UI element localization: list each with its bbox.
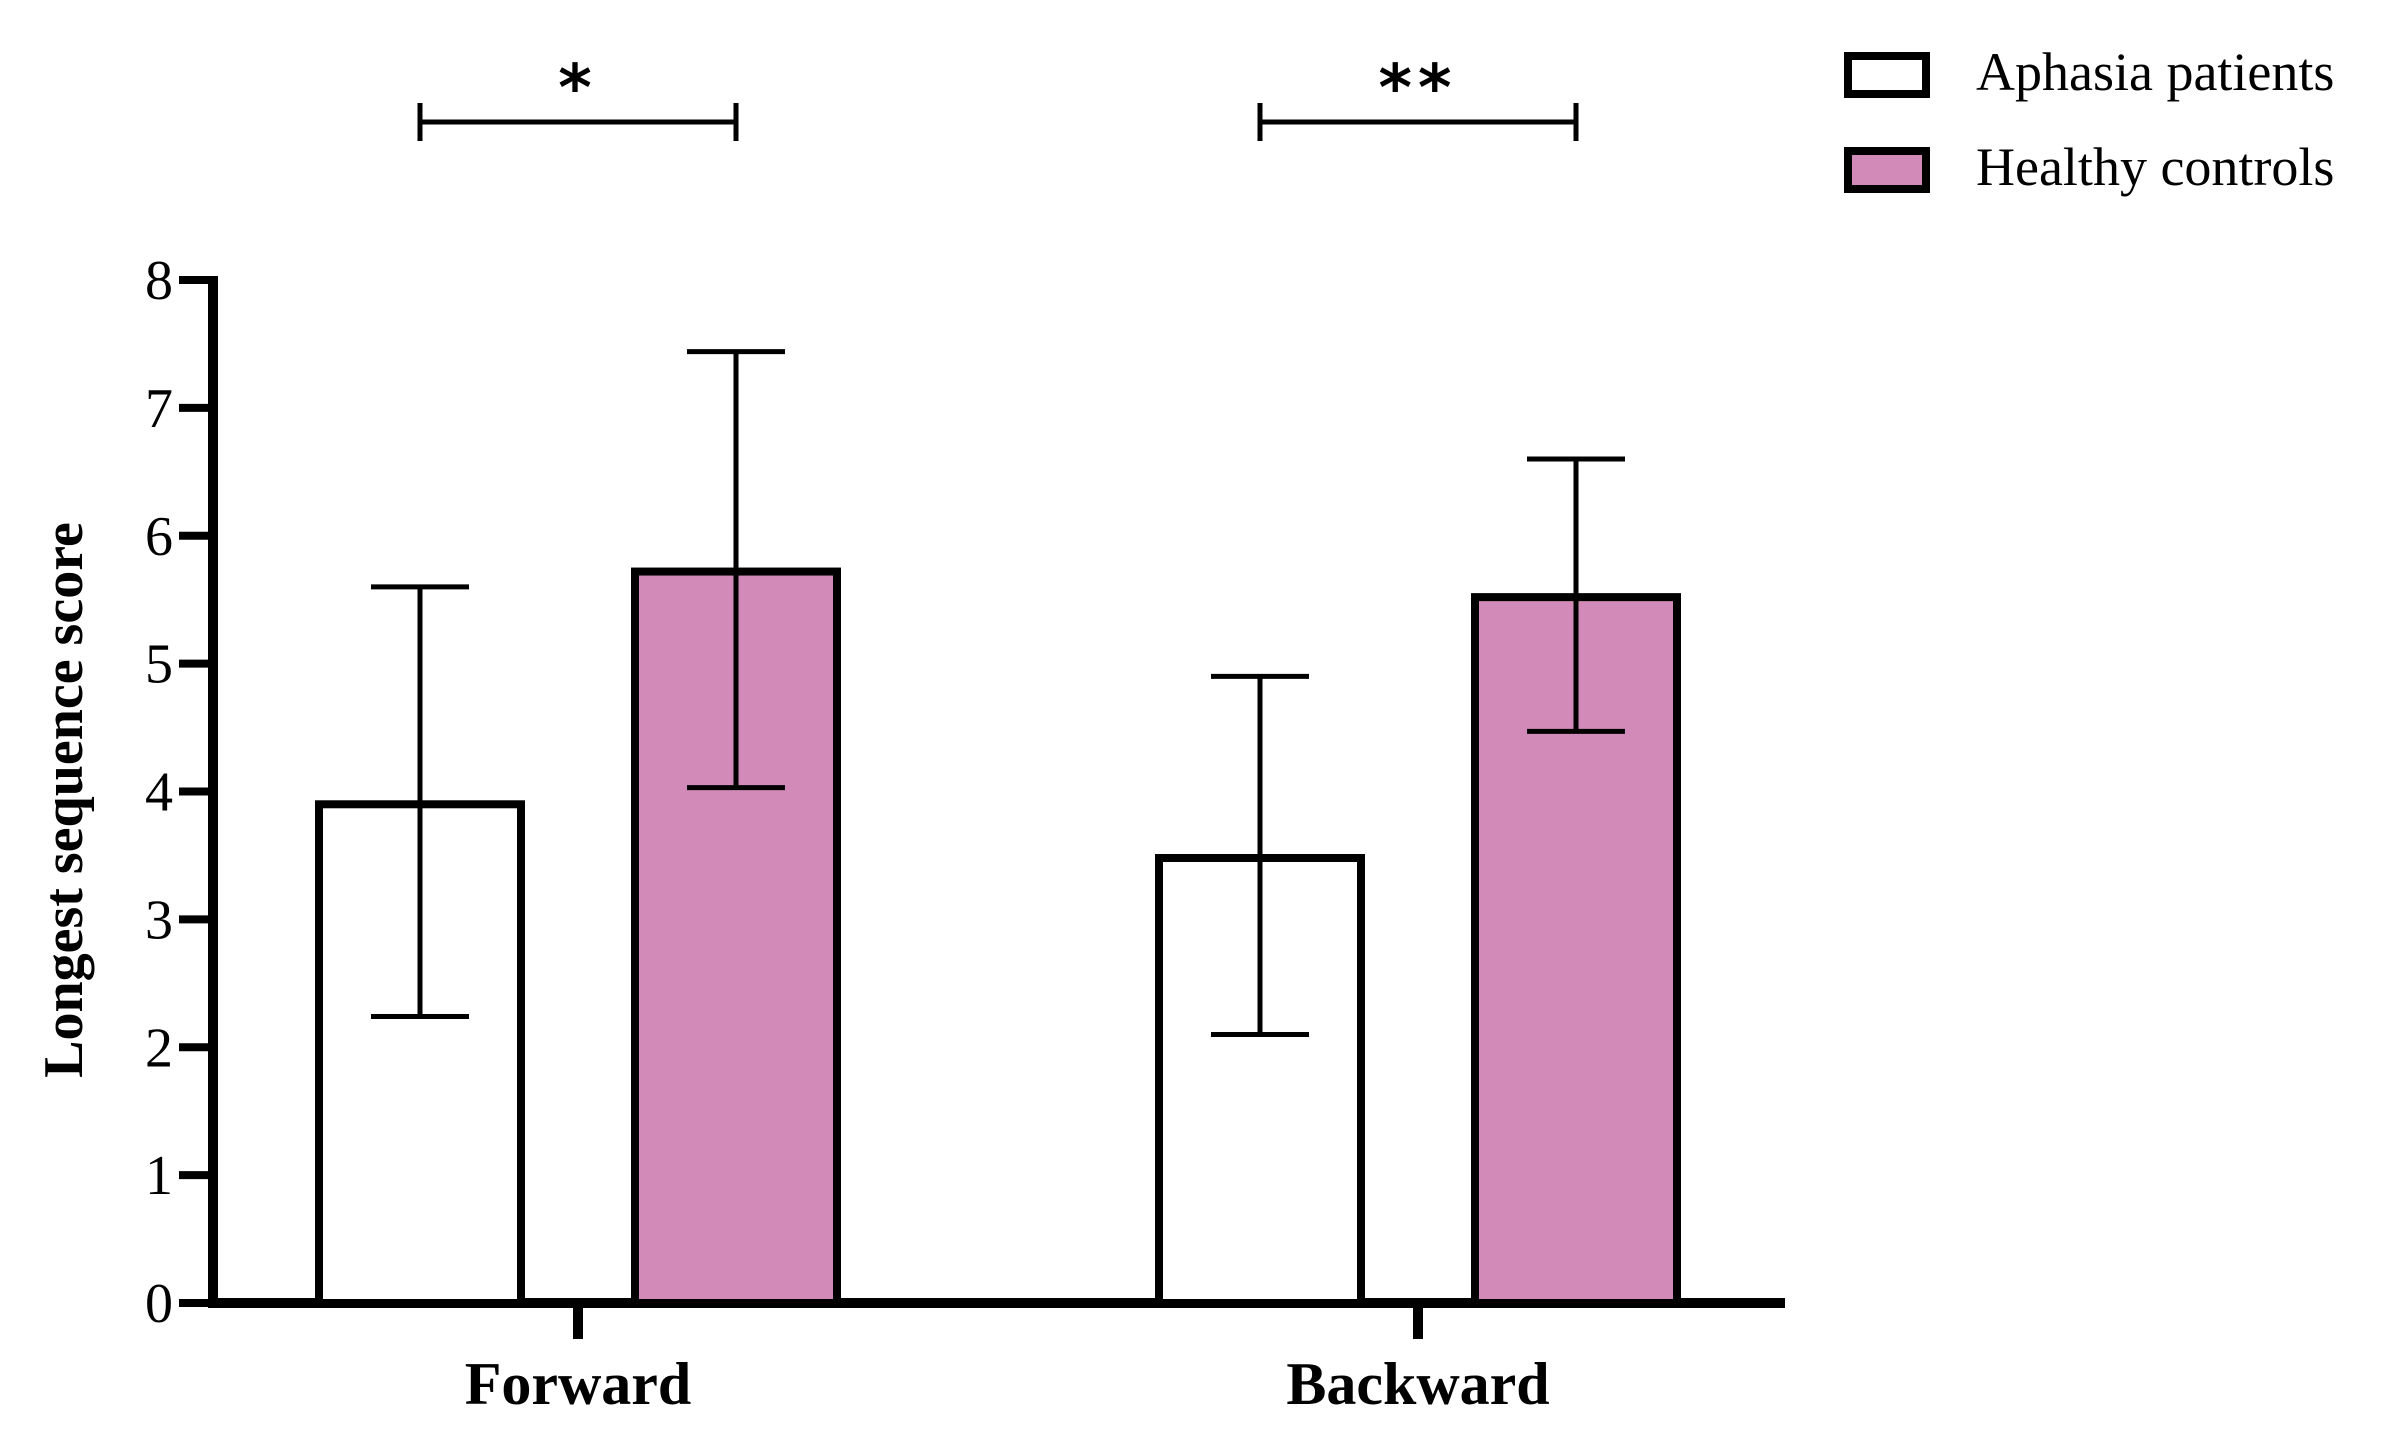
legend-label: Healthy controls (1976, 137, 2334, 197)
y-tick-label: 8 (145, 250, 173, 312)
x-tick-label: Forward (465, 1351, 692, 1417)
legend-label: Aphasia patients (1976, 42, 2334, 102)
y-tick-label: 3 (145, 889, 173, 951)
y-tick-label: 4 (145, 762, 173, 824)
y-tick-label: 1 (145, 1145, 173, 1207)
y-tick-label: 6 (145, 506, 173, 568)
y-axis-label: Longest sequence score (33, 522, 95, 1078)
y-tick-label: 2 (145, 1017, 173, 1079)
legend-swatch (1844, 52, 1930, 98)
x-tick-label: Backward (1286, 1351, 1549, 1417)
y-tick-label: 5 (145, 634, 173, 696)
significance-label: ** (1379, 52, 1458, 126)
significance-label: * (558, 52, 597, 126)
error-bars (371, 349, 1625, 1037)
legend: Aphasia patients Healthy controls (1844, 42, 2334, 197)
legend-swatch (1844, 147, 1930, 193)
bars (315, 567, 1681, 1307)
significance-markers: * ** (417, 52, 1579, 141)
y-tick-label: 0 (145, 1273, 173, 1335)
y-tick-label: 7 (145, 378, 173, 440)
